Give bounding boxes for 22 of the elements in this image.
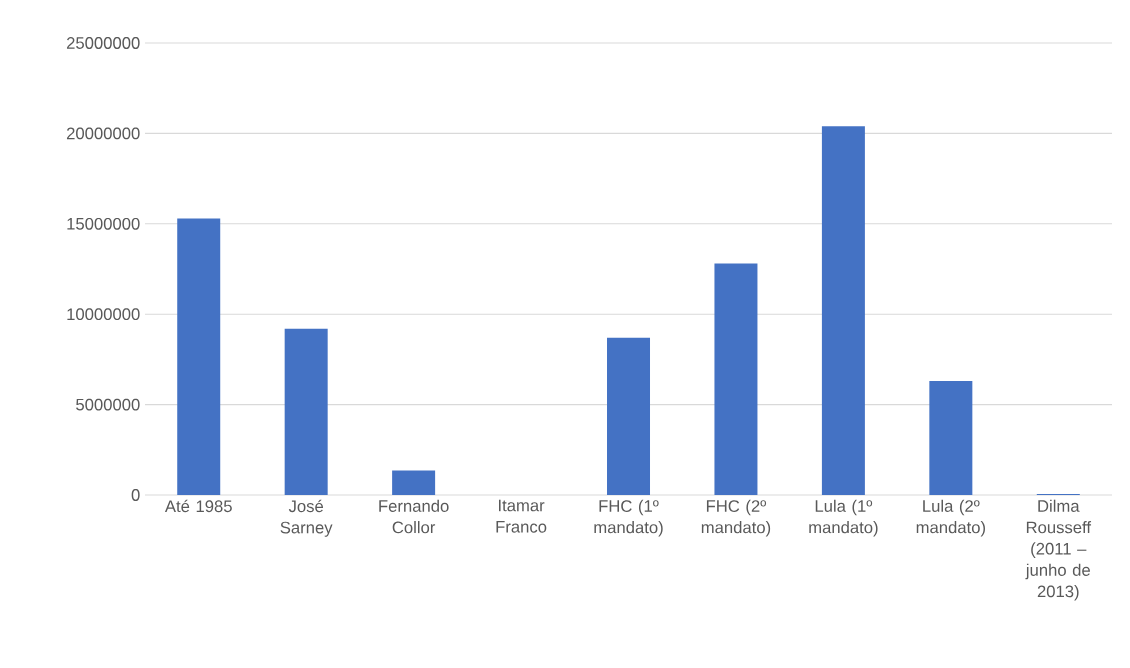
bar [714, 263, 758, 495]
y-tick-label: 20000000 [66, 127, 140, 140]
bar [284, 328, 328, 495]
x-tick-label: Até 1985 [164, 499, 232, 513]
x-tick-label: FHC (2º mandato) [701, 499, 771, 537]
bar [177, 218, 221, 495]
x-tick-label: Lula (2º mandato) [916, 499, 986, 537]
y-tick-label: 5000000 [76, 398, 140, 411]
bar [929, 381, 973, 495]
y-tick-label: 0 [131, 489, 140, 501]
x-tick-label: Itamar Franco [496, 499, 547, 533]
y-tick-label: 15000000 [67, 217, 140, 230]
y-tick-label: 25000000 [66, 37, 140, 49]
x-tick-label: Lula (1º mandato) [809, 499, 878, 537]
y-tick-label: 10000000 [67, 308, 140, 321]
x-tick-label: Dilma Rousseff (2011 – junho de 2013) [1025, 499, 1092, 601]
bar [392, 470, 436, 495]
bar [821, 126, 865, 495]
x-tick-label: FHC (1º mandato) [594, 499, 663, 537]
x-tick-label: Fernando Collor [379, 499, 449, 534]
x-tick-label: José Sarney [280, 499, 333, 537]
bar [607, 337, 651, 495]
